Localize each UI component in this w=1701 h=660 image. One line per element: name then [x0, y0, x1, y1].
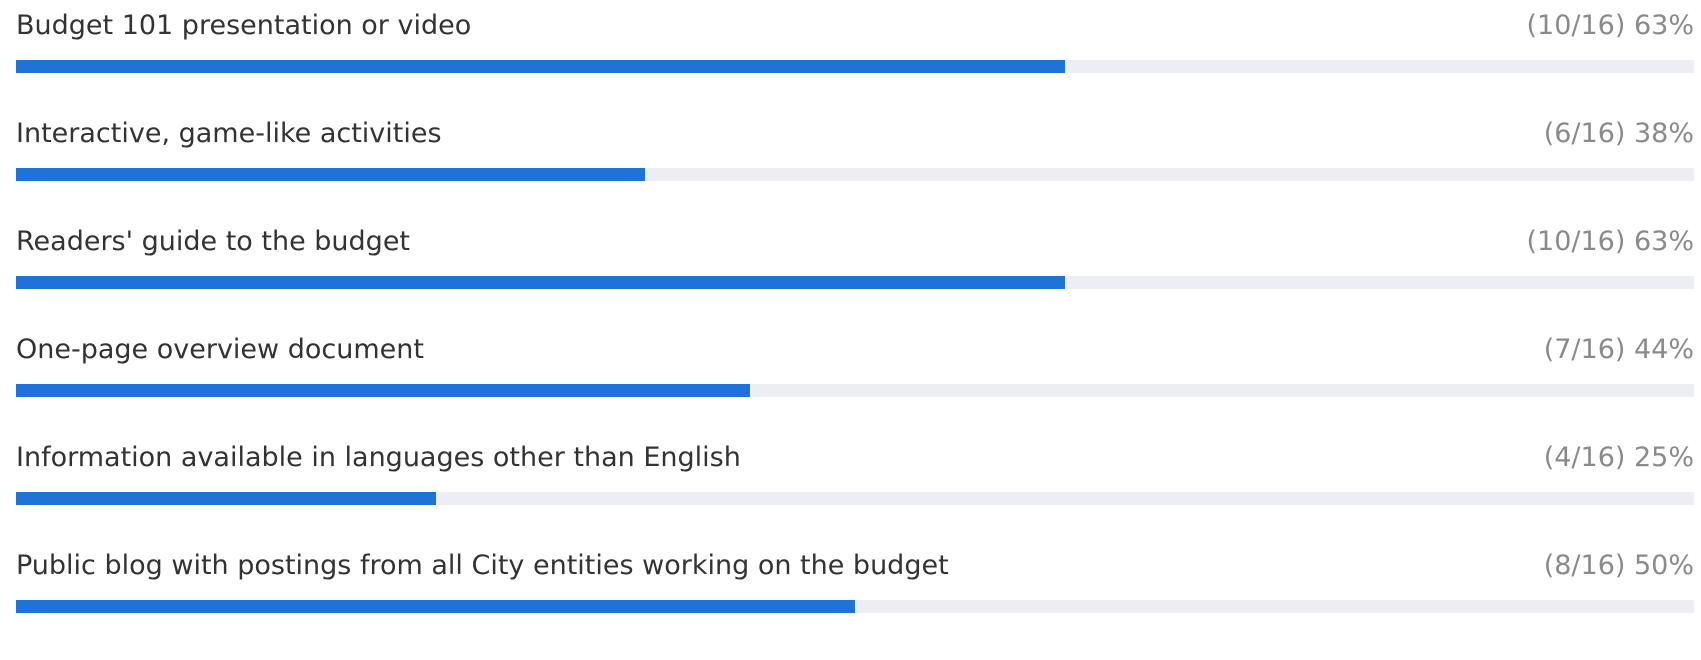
progress-bar-track [16, 276, 1694, 289]
option-label: Budget 101 presentation or video [16, 10, 472, 41]
progress-bar-fill [16, 60, 1065, 73]
progress-bar-track [16, 600, 1694, 613]
option-label: Readers' guide to the budget [16, 226, 411, 257]
poll-results: Budget 101 presentation or video (10/16) … [16, 0, 1694, 660]
progress-bar-track [16, 168, 1694, 181]
poll-option-row: Information available in languages other… [16, 432, 1694, 532]
progress-bar-fill [16, 168, 645, 181]
poll-option-row: Public blog with postings from all City … [16, 540, 1694, 640]
option-vote-count: (10/16) 63% [1526, 226, 1694, 257]
option-vote-count: (10/16) 63% [1526, 10, 1694, 41]
progress-bar-fill [16, 384, 750, 397]
option-label: Interactive, game-like activities [16, 118, 442, 149]
progress-bar-track [16, 492, 1694, 505]
poll-option-row: One-page overview document (7/16) 44% [16, 324, 1694, 424]
poll-option-row: Readers' guide to the budget (10/16) 63% [16, 216, 1694, 316]
option-label: One-page overview document [16, 334, 424, 365]
option-vote-count: (8/16) 50% [1543, 550, 1694, 581]
progress-bar-track [16, 384, 1694, 397]
progress-bar-fill [16, 492, 436, 505]
progress-bar-fill [16, 276, 1065, 289]
poll-option-row: Budget 101 presentation or video (10/16) … [16, 0, 1694, 100]
option-vote-count: (4/16) 25% [1543, 442, 1694, 473]
option-vote-count: (7/16) 44% [1543, 334, 1694, 365]
option-label: Public blog with postings from all City … [16, 550, 949, 581]
progress-bar-track [16, 60, 1694, 73]
poll-option-row: Interactive, game-like activities (6/16) … [16, 108, 1694, 208]
option-vote-count: (6/16) 38% [1543, 118, 1694, 149]
option-label: Information available in languages other… [16, 442, 741, 473]
progress-bar-fill [16, 600, 855, 613]
